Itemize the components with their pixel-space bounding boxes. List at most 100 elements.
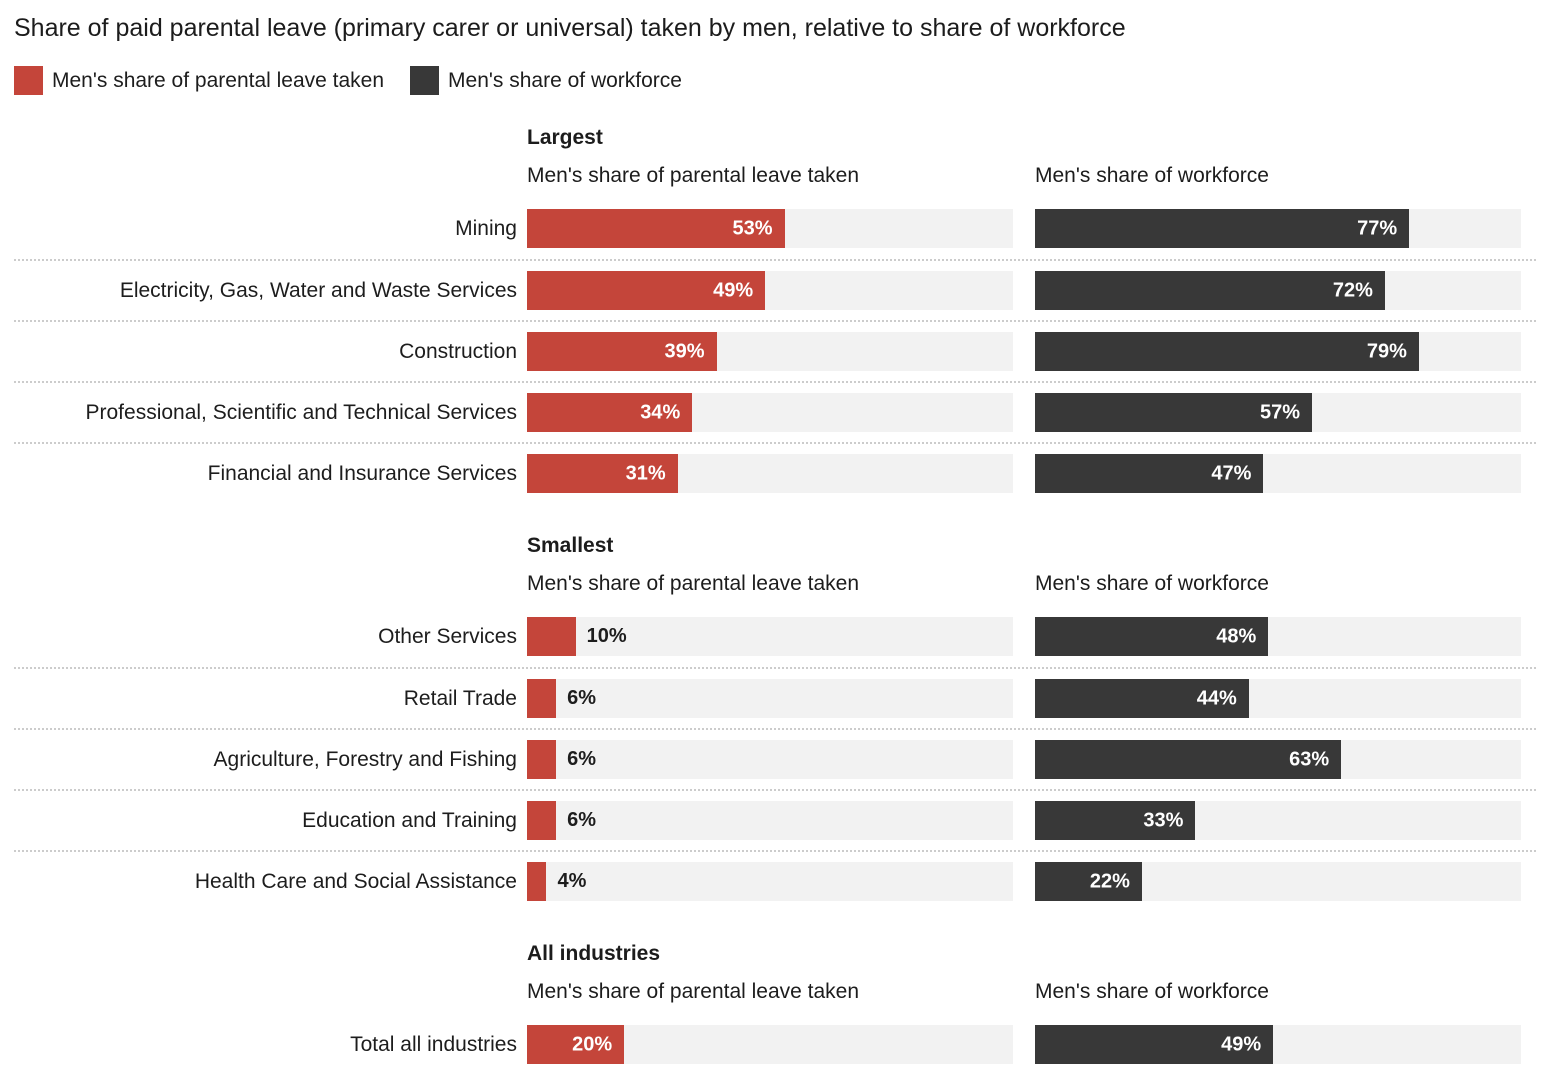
row-label: Other Services bbox=[378, 625, 517, 648]
bar-track-leave: 4% bbox=[527, 862, 1013, 901]
workforce-bar: 48% bbox=[1035, 617, 1269, 656]
bar-value-label: 63% bbox=[1289, 748, 1330, 770]
bar-value-label: 22% bbox=[1089, 870, 1130, 892]
bar-track-leave: 34% bbox=[527, 393, 1013, 432]
parental-leave-bar: 53% bbox=[527, 209, 785, 248]
bar-track-workforce: 48% bbox=[1035, 617, 1521, 656]
bar-value-label: 34% bbox=[640, 401, 681, 423]
bar-track-leave: 39% bbox=[527, 332, 1013, 371]
legend-item-workforce: Men's share of workforce bbox=[410, 66, 682, 95]
bar-track-leave: 53% bbox=[527, 209, 1013, 248]
bar-value-label: 77% bbox=[1357, 217, 1398, 239]
bar-track-workforce: 79% bbox=[1035, 332, 1521, 371]
bar-value-label: 47% bbox=[1211, 462, 1252, 484]
workforce-bar: 63% bbox=[1035, 740, 1342, 779]
workforce-swatch-icon bbox=[410, 66, 440, 95]
parental-leave-swatch-icon bbox=[14, 66, 43, 95]
bar-value-label: 6% bbox=[567, 748, 597, 770]
column-header-workforce: Men's share of workforce bbox=[1035, 980, 1269, 1003]
bar-value-label: 53% bbox=[732, 217, 773, 239]
parental-leave-bar bbox=[527, 740, 557, 779]
workforce-bar: 33% bbox=[1035, 801, 1196, 840]
workforce-bar: 72% bbox=[1035, 271, 1385, 310]
bar-value-label: 57% bbox=[1259, 401, 1301, 423]
workforce-bar: 44% bbox=[1035, 679, 1249, 718]
bar-value-label: 49% bbox=[1221, 1033, 1262, 1055]
bar-track-workforce: 44% bbox=[1035, 679, 1521, 718]
legend: Men's share of parental leave taken Men'… bbox=[14, 66, 1536, 95]
parental-leave-bar bbox=[527, 679, 557, 718]
table-row: Education and Training 6% 33% bbox=[14, 789, 1536, 850]
bar-value-label: 39% bbox=[664, 340, 705, 362]
workforce-bar: 77% bbox=[1035, 209, 1410, 248]
parental-leave-bar: 20% bbox=[527, 1025, 625, 1064]
column-header-leave: Men's share of parental leave taken bbox=[527, 164, 860, 187]
bar-track-workforce: 33% bbox=[1035, 801, 1521, 840]
section-heading: Largest bbox=[527, 126, 603, 149]
row-label: Construction bbox=[399, 340, 517, 363]
table-row: Other Services 10% 48% bbox=[14, 606, 1536, 667]
table-row: Health Care and Social Assistance 4% 22% bbox=[14, 850, 1536, 911]
bar-value-label: 72% bbox=[1332, 279, 1373, 301]
bar-value-label: 44% bbox=[1196, 687, 1237, 709]
parental-leave-bar bbox=[527, 801, 557, 840]
table-row: Electricity, Gas, Water and Waste Servic… bbox=[14, 259, 1536, 320]
legend-item-parental-leave: Men's share of parental leave taken bbox=[14, 66, 384, 95]
workforce-bar: 79% bbox=[1035, 332, 1419, 371]
parental-leave-bar: 34% bbox=[527, 393, 693, 432]
table-row: Agriculture, Forestry and Fishing 6% 63% bbox=[14, 728, 1536, 789]
workforce-bar: 49% bbox=[1035, 1025, 1274, 1064]
bar-track-leave: 6% bbox=[527, 740, 1013, 779]
section-heading: Smallest bbox=[527, 534, 614, 557]
bar-track-leave: 49% bbox=[527, 271, 1013, 310]
workforce-bar: 22% bbox=[1035, 862, 1142, 901]
bar-track-leave: 20% bbox=[527, 1025, 1013, 1064]
section-smallest: Smallest Men's share of parental leave ta… bbox=[14, 533, 1536, 911]
row-label: Retail Trade bbox=[403, 687, 517, 710]
column-header-workforce: Men's share of workforce bbox=[1035, 572, 1269, 595]
bar-track-leave: 31% bbox=[527, 454, 1013, 493]
row-label: Health Care and Social Assistance bbox=[194, 870, 517, 893]
bar-value-label: 4% bbox=[557, 870, 587, 892]
parental-leave-bar bbox=[527, 862, 547, 901]
row-label: Agriculture, Forestry and Fishing bbox=[213, 748, 517, 771]
row-label: Total all industries bbox=[350, 1033, 517, 1056]
column-header-leave: Men's share of parental leave taken bbox=[527, 980, 860, 1003]
workforce-bar: 47% bbox=[1035, 454, 1264, 493]
table-row: Professional, Scientific and Technical S… bbox=[14, 381, 1536, 442]
parental-leave-bar: 49% bbox=[527, 271, 766, 310]
bar-value-label: 20% bbox=[572, 1033, 613, 1055]
bar-value-label: 49% bbox=[713, 279, 754, 301]
row-label: Financial and Insurance Services bbox=[207, 462, 517, 485]
legend-label: Men's share of workforce bbox=[448, 68, 682, 92]
legend-label: Men's share of parental leave taken bbox=[52, 68, 385, 92]
section-largest: Largest Men's share of parental leave tak… bbox=[14, 125, 1536, 503]
bar-track-workforce: 63% bbox=[1035, 740, 1521, 779]
bar-track-workforce: 72% bbox=[1035, 271, 1521, 310]
bar-track-workforce: 47% bbox=[1035, 454, 1521, 493]
table-row: Mining 53% 77% bbox=[14, 198, 1536, 259]
column-header-workforce: Men's share of workforce bbox=[1035, 164, 1269, 187]
parental-leave-bar: 31% bbox=[527, 454, 678, 493]
parental-leave-bar bbox=[527, 617, 576, 656]
bar-track-workforce: 57% bbox=[1035, 393, 1521, 432]
bar-value-label: 31% bbox=[625, 462, 666, 484]
bar-track-workforce: 49% bbox=[1035, 1025, 1521, 1064]
parental-leave-bar: 39% bbox=[527, 332, 717, 371]
bar-track-leave: 6% bbox=[527, 679, 1013, 718]
row-label: Mining bbox=[455, 217, 517, 240]
row-label: Professional, Scientific and Technical S… bbox=[85, 401, 518, 424]
table-row: Total all industries 20% 49% bbox=[14, 1014, 1536, 1075]
section-all-industries: All industries Men's share of parental le… bbox=[14, 941, 1536, 1075]
table-row: Retail Trade 6% 44% bbox=[14, 667, 1536, 728]
bar-track-leave: 10% bbox=[527, 617, 1013, 656]
bar-value-label: 79% bbox=[1366, 340, 1407, 362]
bar-value-label: 48% bbox=[1216, 625, 1257, 647]
section-heading: All industries bbox=[527, 942, 661, 965]
row-label: Education and Training bbox=[302, 809, 517, 832]
bar-value-label: 6% bbox=[567, 809, 597, 831]
bar-track-workforce: 22% bbox=[1035, 862, 1521, 901]
grouped-bar-chart: Largest Men's share of parental leave tak… bbox=[14, 125, 1536, 1075]
workforce-bar: 57% bbox=[1035, 393, 1313, 432]
bar-value-label: 33% bbox=[1143, 809, 1184, 831]
